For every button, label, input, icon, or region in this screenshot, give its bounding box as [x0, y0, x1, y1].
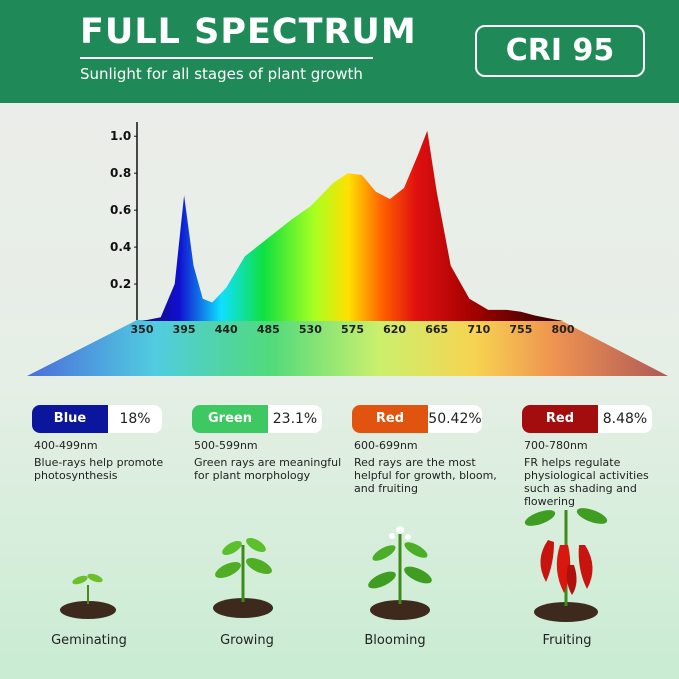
band-name: Blue — [32, 405, 108, 433]
divider — [80, 57, 373, 59]
band-percent: 50.42% — [428, 411, 482, 427]
title: FULL SPECTRUM — [80, 12, 417, 52]
x-tick-label: 665 — [425, 323, 448, 336]
band-percent: 23.1% — [272, 411, 318, 427]
spectrum-band — [27, 320, 668, 376]
band-name: Green — [192, 405, 268, 433]
band-range: 600-699nm — [354, 439, 418, 452]
band-pill: Green 23.1% — [192, 405, 322, 433]
band-description: Red rays are the most helpful for growth… — [354, 456, 497, 495]
x-tick-label: 575 — [341, 323, 364, 336]
y-tick-label: 0.2 — [110, 277, 131, 291]
spectrum-area — [142, 130, 563, 321]
y-tick-label: 0.8 — [110, 166, 131, 180]
band-pill: Red 8.48% — [522, 405, 652, 433]
x-tick-label: 350 — [131, 323, 154, 336]
cri-badge: CRI 95 — [475, 25, 645, 77]
plant-illustrations — [60, 508, 608, 622]
x-tick-label: 755 — [509, 323, 532, 336]
x-tick-label: 620 — [383, 323, 406, 336]
band-range: 700-780nm — [524, 439, 588, 452]
x-tick-label: 530 — [299, 323, 322, 336]
band-description: FR helps regulate physiological activiti… — [524, 456, 649, 508]
y-tick-label: 0.4 — [110, 240, 131, 254]
band-description: Green rays are meaningful for plant morp… — [194, 456, 342, 482]
band-range: 500-599nm — [194, 439, 258, 452]
subtitle: Sunlight for all stages of plant growth — [80, 65, 363, 83]
band-pill: Blue 18% — [32, 405, 162, 433]
x-tick-label: 395 — [173, 323, 196, 336]
stage-label: Geminating — [51, 633, 127, 648]
stage-label: Fruiting — [542, 633, 592, 648]
band-name: Red — [352, 405, 428, 433]
band-percent: 18% — [119, 411, 151, 427]
band-range: 400-499nm — [34, 439, 98, 452]
stage-label: Blooming — [364, 633, 426, 648]
header: FULL SPECTRUM Sunlight for all stages of… — [0, 0, 679, 103]
band-description: Blue-rays help promote photosynthesis — [34, 456, 164, 482]
x-tick-label: 710 — [467, 323, 490, 336]
stage-label: Growing — [220, 633, 274, 648]
band-percent: 8.48% — [602, 411, 648, 427]
x-tick-label: 800 — [552, 323, 575, 336]
x-tick-label: 440 — [215, 323, 238, 336]
band-pill: Red 50.42% — [352, 405, 482, 433]
x-tick-label: 485 — [257, 323, 280, 336]
y-tick-label: 1.0 — [110, 129, 131, 143]
band-name: Red — [522, 405, 598, 433]
y-tick-label: 0.6 — [110, 203, 131, 217]
